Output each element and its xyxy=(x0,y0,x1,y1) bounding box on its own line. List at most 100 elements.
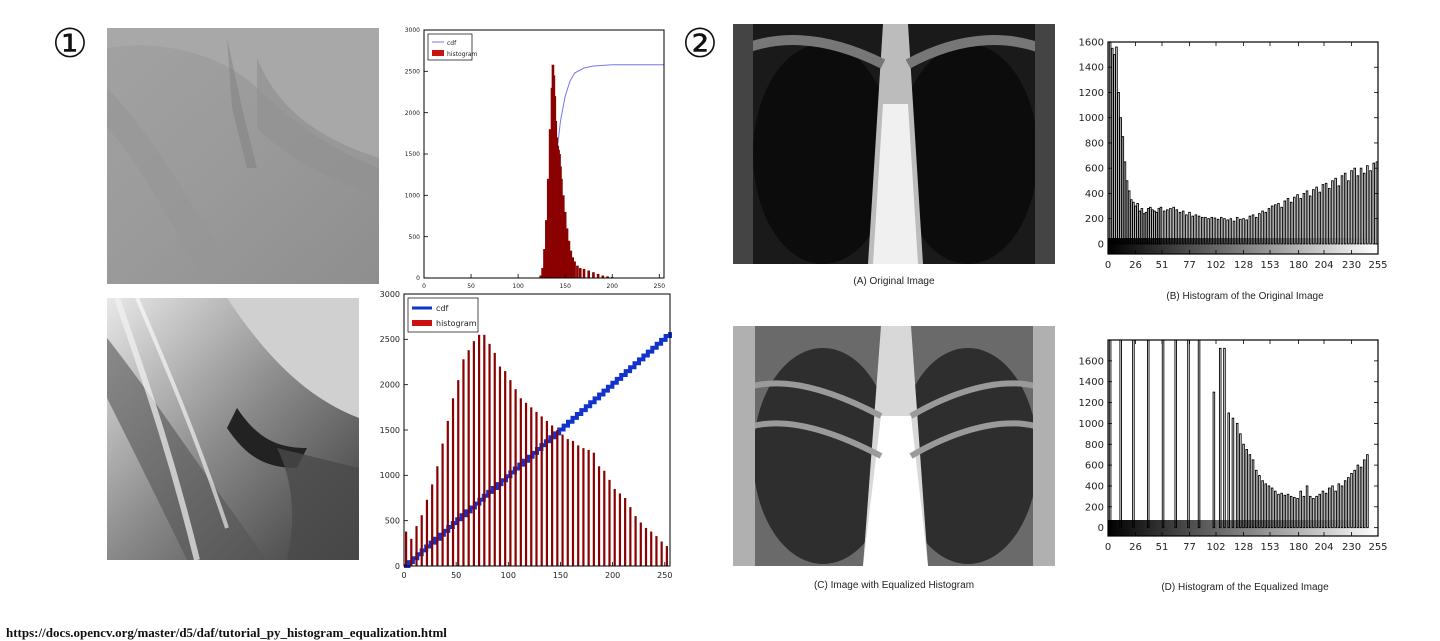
legend-label-histogram: histogram xyxy=(436,319,477,328)
histogram-bar xyxy=(603,470,606,566)
x-tick-label: 230 xyxy=(1342,260,1361,271)
histogram-bar xyxy=(597,466,601,566)
histogram-bar xyxy=(1172,206,1175,245)
histogram-bar xyxy=(1356,464,1360,529)
histogram-bar xyxy=(1188,211,1191,245)
histogram-bar xyxy=(1334,490,1337,529)
legend-box xyxy=(407,297,479,333)
histogram-bar xyxy=(1321,184,1325,245)
x-tick-label: 230 xyxy=(1342,542,1361,553)
x-tick-label: 26 xyxy=(1129,260,1142,271)
histogram-bar xyxy=(1302,192,1306,245)
histogram-bar xyxy=(1299,490,1302,529)
histogram-bar xyxy=(1283,200,1287,245)
x-tick-label: 0 xyxy=(1105,260,1111,271)
histogram-bar xyxy=(1123,161,1127,245)
caption-equalized-histogram: (D) Histogram of the Equalized Image xyxy=(1161,582,1329,593)
histogram-bar xyxy=(587,449,590,566)
legend-label-cdf: cdf xyxy=(447,40,457,47)
histogram-bar xyxy=(1254,216,1258,245)
histogram-bar xyxy=(472,341,475,566)
caption-equalized-image: (C) Image with Equalized Histogram xyxy=(813,580,975,591)
histogram-bar xyxy=(1117,92,1120,245)
histogram-bar xyxy=(1153,210,1156,245)
histogram-bar xyxy=(655,536,658,566)
x-tick-label: 50 xyxy=(467,283,475,290)
x-tick-label: 102 xyxy=(1206,260,1225,271)
y-tick-label: 2000 xyxy=(380,380,400,389)
histogram-bar xyxy=(1216,218,1220,245)
x-tick-label: 204 xyxy=(1314,260,1333,271)
y-tick-label: 200 xyxy=(1085,502,1104,513)
x-tick-label: 180 xyxy=(1289,542,1308,553)
histogram-bar xyxy=(1261,210,1264,245)
histogram-bar xyxy=(573,261,576,278)
histogram-bar xyxy=(1267,485,1271,529)
histogram-bar xyxy=(446,420,449,566)
histogram-bar xyxy=(1264,483,1268,529)
histogram-bar xyxy=(1191,215,1194,245)
x-tick-label: 0 xyxy=(1105,542,1111,553)
histogram-bar xyxy=(634,516,637,566)
xray-equalized-histogram: 0 200 400 600 800 1000 1200 1400 1600 0 26 51 77 102 1… xyxy=(1072,330,1412,580)
histogram-bar xyxy=(1308,495,1312,529)
histogram-bar xyxy=(578,268,582,278)
histogram-bar xyxy=(1231,417,1235,529)
y-tick-label: 2500 xyxy=(405,68,420,75)
histogram-bar xyxy=(1261,480,1264,529)
landscape-original-histogram: 0 500 1000 1500 2000 2500 3000 0 50 100 150 200 250 c… xyxy=(370,24,670,292)
y-tick-label: 600 xyxy=(1085,461,1104,472)
histogram-bar xyxy=(1359,466,1363,529)
histogram-bar xyxy=(569,250,573,278)
histogram-bar xyxy=(1254,469,1258,529)
histogram-bar xyxy=(1337,185,1341,245)
x-tick-label: 77 xyxy=(1183,542,1196,553)
histogram-bar xyxy=(639,522,642,566)
y-tick-label: 800 xyxy=(1085,138,1104,149)
histogram-bar xyxy=(1248,215,1252,245)
histogram-bar xyxy=(1146,339,1150,529)
histogram-bar xyxy=(1289,495,1293,529)
histogram-bar xyxy=(1151,209,1154,245)
histogram-bar xyxy=(1353,469,1356,529)
x-tick-label: 77 xyxy=(1183,260,1196,271)
histogram-bar xyxy=(571,257,575,278)
histogram-bar xyxy=(404,531,408,566)
y-tick-label: 400 xyxy=(1085,481,1104,492)
histogram-bar xyxy=(563,211,567,278)
histogram-bar xyxy=(1207,218,1210,245)
histogram-bar xyxy=(1315,495,1318,529)
histogram-bar xyxy=(493,352,496,566)
histogram-bar xyxy=(1350,170,1353,245)
y-tick-label: 0 xyxy=(1098,523,1104,534)
histogram-bar xyxy=(665,546,668,566)
x-tick-label: 153 xyxy=(1260,260,1279,271)
legend-swatch-histogram xyxy=(412,320,432,326)
histogram-bar xyxy=(1328,487,1331,529)
histogram-bar xyxy=(1174,339,1178,529)
histogram-bar xyxy=(1110,47,1114,245)
histogram-bar xyxy=(1223,218,1226,245)
histogram-bar xyxy=(1140,208,1144,245)
histogram-bar xyxy=(1220,216,1223,245)
histogram-bar xyxy=(1197,215,1201,245)
histogram-bar xyxy=(488,343,491,566)
histogram-bar xyxy=(1245,219,1248,245)
y-tick-label: 800 xyxy=(1085,440,1104,451)
x-tick-label: 200 xyxy=(605,571,620,580)
x-tick-label: 204 xyxy=(1314,542,1333,553)
histogram-bar xyxy=(1366,454,1369,529)
histogram-bar xyxy=(504,371,507,566)
legend-label-histogram: histogram xyxy=(447,51,478,58)
histogram-bar xyxy=(541,268,544,278)
x-tick-label: 102 xyxy=(1206,542,1225,553)
y-tick-label: 2000 xyxy=(405,110,420,117)
histogram-bar xyxy=(1251,459,1255,529)
histogram-bar xyxy=(1169,208,1172,245)
histogram-bar xyxy=(1274,204,1277,245)
histogram-bar xyxy=(1235,216,1239,245)
histogram-bar xyxy=(1142,213,1146,245)
y-tick-label: 3000 xyxy=(405,27,420,34)
histogram-bar xyxy=(1115,46,1118,245)
histogram-bar xyxy=(478,334,481,566)
